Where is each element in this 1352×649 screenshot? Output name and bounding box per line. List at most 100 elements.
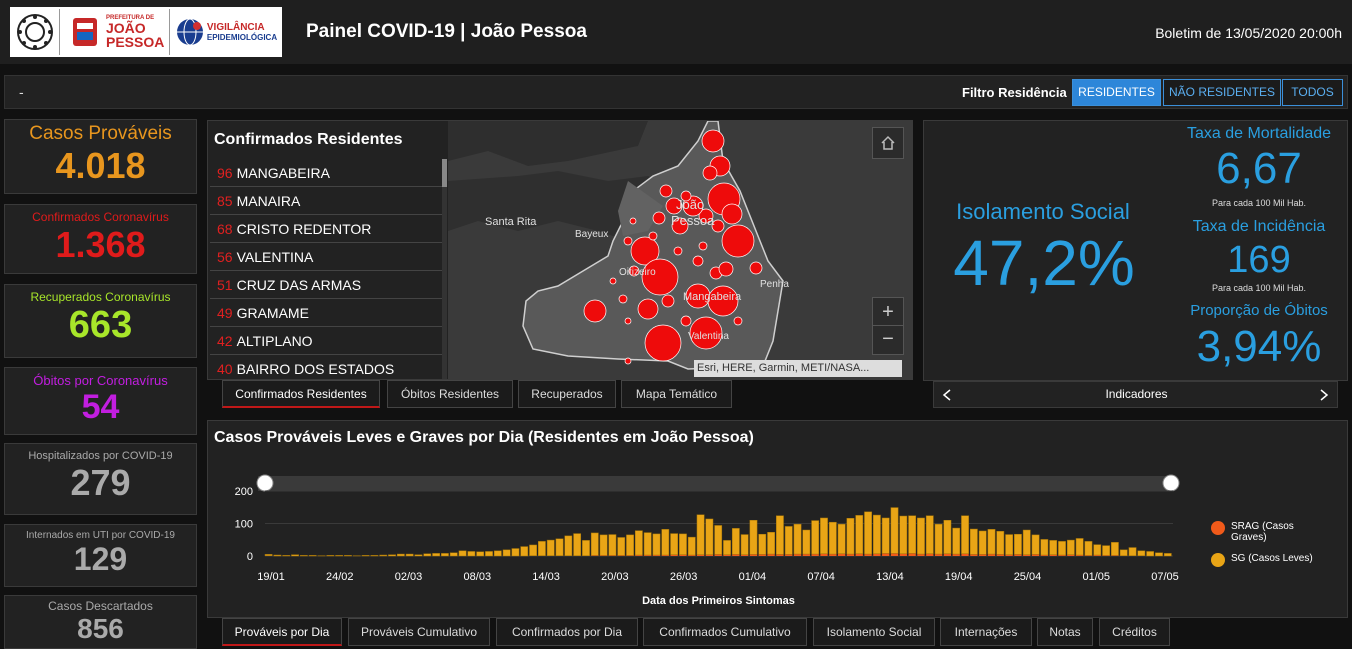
tab-provaveis-por-dia[interactable]: Prováveis por Dia <box>222 618 342 646</box>
bar-sg[interactable] <box>564 535 573 556</box>
bar-srag[interactable] <box>688 555 696 556</box>
bar-sg[interactable] <box>925 515 934 554</box>
bar-srag[interactable] <box>626 555 634 556</box>
zoom-out-button[interactable]: − <box>882 328 894 350</box>
list-item[interactable]: 56 VALENTINA <box>210 243 442 271</box>
bar-sg[interactable] <box>643 532 652 556</box>
bar-sg[interactable] <box>449 552 458 557</box>
bar-sg[interactable] <box>1031 534 1040 555</box>
bar-srag[interactable] <box>1102 555 1110 556</box>
bar-srag[interactable] <box>952 554 960 556</box>
bar-sg[interactable] <box>1155 552 1163 557</box>
tab-internacoes[interactable]: Internações <box>940 618 1032 646</box>
bar-sg[interactable] <box>1040 539 1049 556</box>
bar-sg[interactable] <box>458 550 467 557</box>
bar-sg[interactable] <box>714 525 723 555</box>
list-item[interactable]: 49 GRAMAME <box>210 299 442 327</box>
bar-sg[interactable] <box>890 507 899 554</box>
bar-sg[interactable] <box>1119 549 1128 556</box>
list-scrollbar-thumb[interactable] <box>442 159 447 187</box>
bar-srag[interactable] <box>917 554 925 556</box>
bar-srag[interactable] <box>608 555 617 556</box>
tab-creditos[interactable]: Créditos <box>1099 618 1170 646</box>
bar-srag[interactable] <box>749 554 758 556</box>
bar-sg[interactable] <box>1093 544 1102 556</box>
bar-sg[interactable] <box>1075 538 1084 556</box>
bar-sg[interactable] <box>758 533 767 555</box>
bar-sg[interactable] <box>873 514 881 554</box>
bar-sg[interactable] <box>538 541 546 556</box>
bar-sg[interactable] <box>529 544 537 556</box>
bar-srag[interactable] <box>926 553 934 556</box>
bar-srag[interactable] <box>908 553 916 556</box>
bar-sg[interactable] <box>379 554 388 557</box>
bar-sg[interactable] <box>520 546 529 557</box>
bar-srag[interactable] <box>979 554 987 556</box>
bar-sg[interactable] <box>969 528 978 555</box>
tab-confirmados-residentes[interactable]: Confirmados Residentes <box>222 380 380 408</box>
bar-srag[interactable] <box>1067 554 1075 556</box>
bar-sg[interactable] <box>511 548 520 557</box>
bar-sg[interactable] <box>370 555 379 557</box>
bar-sg[interactable] <box>837 523 846 554</box>
bar-sg[interactable] <box>978 530 987 555</box>
range-handle-left[interactable] <box>256 474 274 492</box>
bar-srag[interactable] <box>1076 555 1084 556</box>
bar-sg[interactable] <box>264 554 273 556</box>
bar-srag[interactable] <box>696 554 705 556</box>
bar-sg[interactable] <box>599 534 608 556</box>
legend-item-srag[interactable]: SRAG (Casos Graves) <box>1211 521 1341 543</box>
bar-srag[interactable] <box>670 554 678 556</box>
bar-sg[interactable] <box>1128 547 1137 556</box>
bar-sg[interactable] <box>952 527 961 555</box>
bar-sg[interactable] <box>776 515 784 555</box>
bar-sg[interactable] <box>881 517 890 554</box>
bar-sg[interactable] <box>996 531 1005 555</box>
bar-sg[interactable] <box>476 551 485 557</box>
bar-sg[interactable] <box>635 530 643 556</box>
bar-srag[interactable] <box>1031 554 1040 556</box>
bar-srag[interactable] <box>838 553 846 556</box>
bar-srag[interactable] <box>970 554 978 556</box>
bar-srag[interactable] <box>1093 555 1101 556</box>
bar-sg[interactable] <box>934 523 943 555</box>
bar-sg[interactable] <box>608 534 617 556</box>
bar-sg[interactable] <box>273 554 282 557</box>
bar-srag[interactable] <box>1111 555 1119 556</box>
bar-srag[interactable] <box>829 554 837 556</box>
bar-sg[interactable] <box>308 555 317 557</box>
bar-srag[interactable] <box>723 554 731 556</box>
bar-sg[interactable] <box>987 529 996 555</box>
tab-recuperados[interactable]: Recuperados <box>518 380 616 408</box>
bar-srag[interactable] <box>802 554 810 556</box>
bar-sg[interactable] <box>908 515 917 554</box>
bar-sg[interactable] <box>414 554 423 557</box>
bar-srag[interactable] <box>714 554 722 556</box>
bar-sg[interactable] <box>696 514 705 555</box>
bar-sg[interactable] <box>361 555 370 557</box>
bar-srag[interactable] <box>1005 554 1013 556</box>
bar-sg[interactable] <box>405 553 414 557</box>
bar-sg[interactable] <box>1005 534 1013 555</box>
bar-sg[interactable] <box>546 539 555 556</box>
bar-srag[interactable] <box>882 553 890 556</box>
bar-srag[interactable] <box>820 553 828 556</box>
bar-srag[interactable] <box>943 553 952 556</box>
bar-sg[interactable] <box>617 537 626 556</box>
bar-sg[interactable] <box>1084 541 1093 556</box>
tab-provaveis-cumulativo[interactable]: Prováveis Cumulativo <box>348 618 490 646</box>
bar-sg[interactable] <box>917 517 925 555</box>
bar-srag[interactable] <box>758 554 766 556</box>
bar-sg[interactable] <box>502 549 511 557</box>
filter-todos-button[interactable]: TODOS <box>1282 79 1343 106</box>
bar-srag[interactable] <box>996 554 1004 556</box>
bar-sg[interactable] <box>590 532 599 556</box>
bar-sg[interactable] <box>1146 551 1155 557</box>
list-item[interactable]: 51 CRUZ DAS ARMAS <box>210 271 442 299</box>
bar-sg[interactable] <box>652 533 661 556</box>
bar-sg[interactable] <box>1137 550 1146 556</box>
bar-srag[interactable] <box>661 555 669 556</box>
list-item[interactable]: 85 MANAIRA <box>210 187 442 215</box>
bar-sg[interactable] <box>1066 539 1075 555</box>
bar-sg[interactable] <box>784 526 793 555</box>
